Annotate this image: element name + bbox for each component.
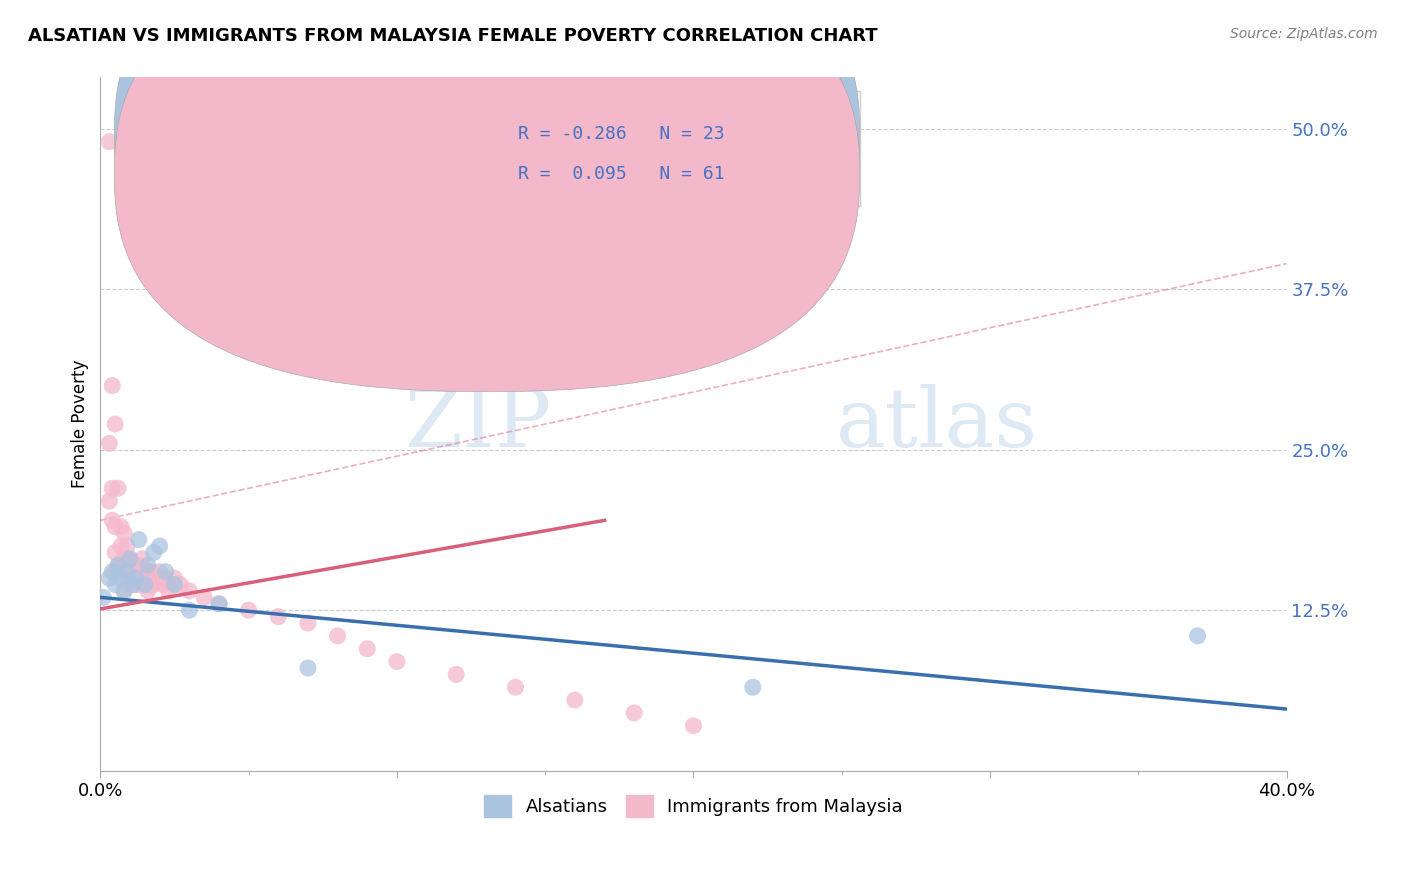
Point — [208, 597, 231, 611]
Point — [125, 571, 148, 585]
Point — [139, 577, 162, 591]
Point — [682, 719, 704, 733]
Point — [98, 135, 121, 149]
Point — [134, 577, 156, 591]
Point — [110, 565, 132, 579]
Point — [101, 481, 124, 495]
Point — [107, 558, 129, 573]
Point — [155, 571, 177, 585]
Point — [326, 629, 349, 643]
Point — [238, 603, 260, 617]
Point — [98, 436, 121, 450]
Legend: Alsatians, Immigrants from Malaysia: Alsatians, Immigrants from Malaysia — [477, 788, 910, 824]
Point — [91, 591, 114, 605]
Point — [118, 552, 141, 566]
Point — [118, 577, 141, 591]
Point — [118, 552, 141, 566]
Text: Source: ZipAtlas.com: Source: ZipAtlas.com — [1230, 27, 1378, 41]
Point — [104, 417, 127, 431]
Point — [155, 565, 177, 579]
Point — [110, 539, 132, 553]
Point — [169, 577, 191, 591]
Text: ZIP: ZIP — [404, 384, 551, 464]
Point — [131, 552, 153, 566]
Point — [564, 693, 586, 707]
Point — [444, 667, 467, 681]
FancyBboxPatch shape — [114, 0, 859, 352]
Point — [122, 571, 145, 585]
Point — [128, 533, 150, 547]
Point — [112, 552, 135, 566]
Point — [101, 565, 124, 579]
Point — [136, 584, 159, 599]
Point — [505, 680, 527, 694]
Point — [157, 584, 180, 599]
Point — [267, 609, 290, 624]
Text: ALSATIAN VS IMMIGRANTS FROM MALAYSIA FEMALE POVERTY CORRELATION CHART: ALSATIAN VS IMMIGRANTS FROM MALAYSIA FEM… — [28, 27, 877, 45]
Point — [115, 565, 138, 579]
FancyBboxPatch shape — [114, 0, 859, 392]
Point — [152, 577, 174, 591]
Point — [136, 565, 159, 579]
Point — [107, 481, 129, 495]
Point — [623, 706, 645, 720]
Point — [104, 577, 127, 591]
Text: R = -0.286   N = 23: R = -0.286 N = 23 — [517, 125, 724, 144]
Point — [179, 584, 201, 599]
Point — [122, 577, 145, 591]
Point — [115, 552, 138, 566]
Point — [356, 641, 378, 656]
Text: atlas: atlas — [835, 384, 1038, 464]
Y-axis label: Female Poverty: Female Poverty — [72, 359, 89, 488]
Point — [149, 565, 172, 579]
Point — [149, 539, 172, 553]
Point — [136, 558, 159, 573]
Point — [101, 378, 124, 392]
Point — [112, 584, 135, 599]
Point — [208, 597, 231, 611]
Point — [145, 571, 167, 585]
Point — [179, 603, 201, 617]
Point — [104, 520, 127, 534]
FancyBboxPatch shape — [444, 91, 859, 206]
Point — [163, 577, 186, 591]
Point — [110, 520, 132, 534]
Point — [134, 565, 156, 579]
Point — [139, 565, 162, 579]
Point — [128, 558, 150, 573]
Point — [142, 577, 165, 591]
Point — [297, 661, 319, 675]
Point — [741, 680, 763, 694]
Point — [107, 558, 129, 573]
Point — [112, 584, 135, 599]
Point — [128, 577, 150, 591]
Point — [297, 615, 319, 630]
Point — [112, 526, 135, 541]
Point — [125, 577, 148, 591]
Point — [98, 571, 121, 585]
Point — [110, 571, 132, 585]
Point — [125, 565, 148, 579]
Point — [1187, 629, 1209, 643]
Point — [163, 571, 186, 585]
Point — [98, 494, 121, 508]
Point — [131, 571, 153, 585]
Point — [104, 565, 127, 579]
Point — [104, 545, 127, 559]
Text: R =  0.095   N = 61: R = 0.095 N = 61 — [517, 165, 724, 183]
Point — [385, 655, 408, 669]
Point — [101, 513, 124, 527]
Point — [160, 577, 183, 591]
Point — [115, 539, 138, 553]
Point — [142, 545, 165, 559]
Point — [115, 571, 138, 585]
Point — [118, 565, 141, 579]
Point — [122, 558, 145, 573]
Point — [134, 577, 156, 591]
Point — [193, 591, 215, 605]
